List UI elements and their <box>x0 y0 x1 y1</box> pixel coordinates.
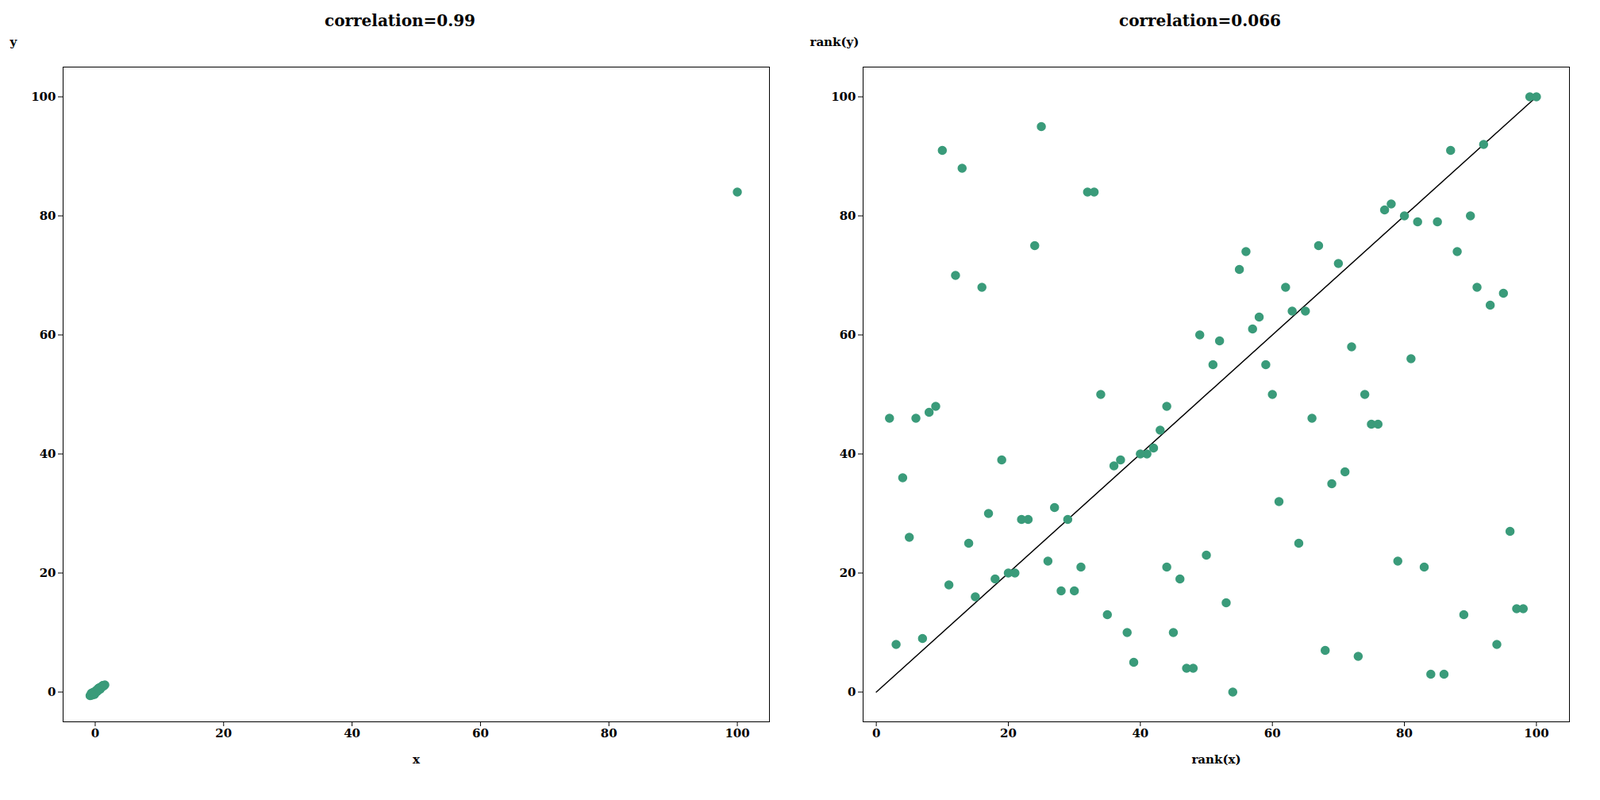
svg-text:rank(y): rank(y) <box>810 34 860 50</box>
svg-text:80: 80 <box>1396 726 1413 741</box>
svg-text:100: 100 <box>830 89 856 104</box>
svg-text:60: 60 <box>839 327 857 343</box>
svg-text:100: 100 <box>1523 726 1549 741</box>
svg-text:80: 80 <box>839 208 857 224</box>
svg-text:100: 100 <box>724 726 750 741</box>
svg-text:100: 100 <box>30 89 56 104</box>
svg-text:20: 20 <box>39 565 57 581</box>
svg-text:20: 20 <box>1000 726 1017 741</box>
svg-text:0: 0 <box>91 726 100 741</box>
html-text:correlation=0.066: correlation=0.066 <box>1119 11 1281 31</box>
svg-text:80: 80 <box>39 208 57 224</box>
svg-text:0: 0 <box>847 684 856 700</box>
svg-text:0: 0 <box>872 726 881 741</box>
svg-text:40: 40 <box>1131 726 1149 741</box>
svg-text:60: 60 <box>1264 726 1281 741</box>
svg-text:0: 0 <box>47 684 56 700</box>
html-text:correlation=0.99: correlation=0.99 <box>324 11 476 31</box>
svg-text:80: 80 <box>600 726 618 741</box>
svg-text:60: 60 <box>39 327 57 343</box>
svg-text:40: 40 <box>39 446 57 462</box>
svg-text:rank(x): rank(x) <box>1191 752 1241 766</box>
svg-text:20: 20 <box>215 726 232 741</box>
svg-text:x: x <box>412 752 421 766</box>
svg-text:y: y <box>9 34 19 50</box>
svg-text:60: 60 <box>472 726 489 741</box>
svg-text:40: 40 <box>839 446 857 462</box>
svg-text:40: 40 <box>343 726 361 741</box>
svg-text:20: 20 <box>839 565 857 581</box>
